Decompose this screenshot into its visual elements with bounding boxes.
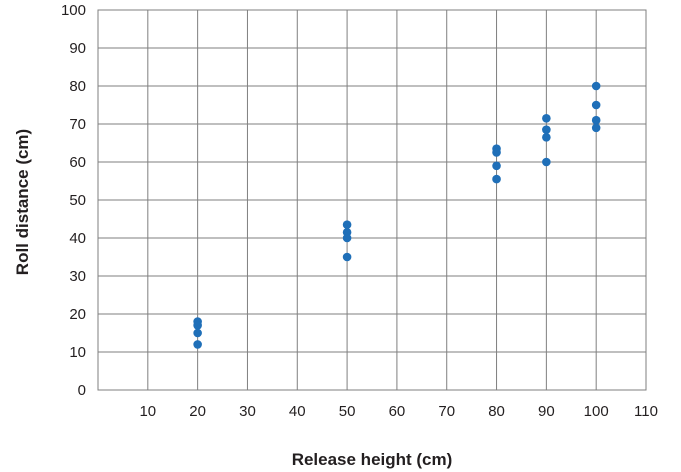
x-tick-label: 30: [239, 403, 256, 420]
data-point: [492, 161, 501, 171]
y-tick-label: 100: [61, 2, 86, 19]
data-point: [591, 81, 601, 91]
x-tick-label: 80: [488, 403, 505, 420]
data-point: [492, 148, 501, 157]
y-tick-label: 10: [69, 344, 86, 361]
y-axis-title: Roll distance (cm): [13, 129, 32, 275]
data-point: [492, 174, 501, 184]
x-tick-label: 20: [189, 403, 206, 420]
data-point: [342, 252, 352, 262]
data-point: [591, 115, 601, 125]
x-axis-title: Release height (cm): [292, 450, 453, 469]
x-tick-label: 90: [538, 403, 555, 420]
data-point: [591, 100, 601, 110]
x-tick-label: 40: [289, 403, 306, 420]
y-tick-label: 50: [69, 192, 86, 209]
data-point: [542, 157, 551, 167]
data-point: [542, 114, 551, 123]
y-tick-label: 70: [69, 116, 86, 133]
x-tick-label: 100: [584, 403, 609, 420]
y-tick-label: 30: [69, 268, 86, 285]
y-tick-label: 40: [69, 230, 86, 247]
data-point: [193, 328, 202, 338]
y-tick-label: 20: [69, 306, 86, 323]
y-tick-label: 0: [78, 382, 86, 399]
data-point: [342, 233, 352, 243]
data-point: [542, 133, 551, 142]
grid-lines: [98, 9, 647, 391]
data-point: [542, 125, 551, 134]
y-tick-label: 90: [69, 40, 86, 57]
data-points: [193, 81, 601, 349]
x-tick-label: 50: [339, 403, 356, 420]
x-tick-label: 10: [139, 403, 156, 420]
x-tick-label: 60: [389, 403, 406, 420]
x-tick-label: 70: [438, 403, 455, 420]
x-axis-tick-labels: 10 20 30 40 50 60 70 80 90 100 110: [139, 403, 657, 420]
plot-area-border: [97, 9, 647, 391]
data-point: [193, 340, 202, 349]
y-tick-label: 60: [69, 154, 86, 171]
y-axis-tick-labels: 0 10 20 30 40 50 60 70 80 90 100: [61, 2, 86, 399]
data-point: [342, 220, 352, 229]
y-tick-label: 80: [69, 78, 86, 95]
x-tick-label: 110: [634, 403, 658, 420]
data-point: [591, 123, 601, 133]
data-point: [193, 321, 202, 330]
